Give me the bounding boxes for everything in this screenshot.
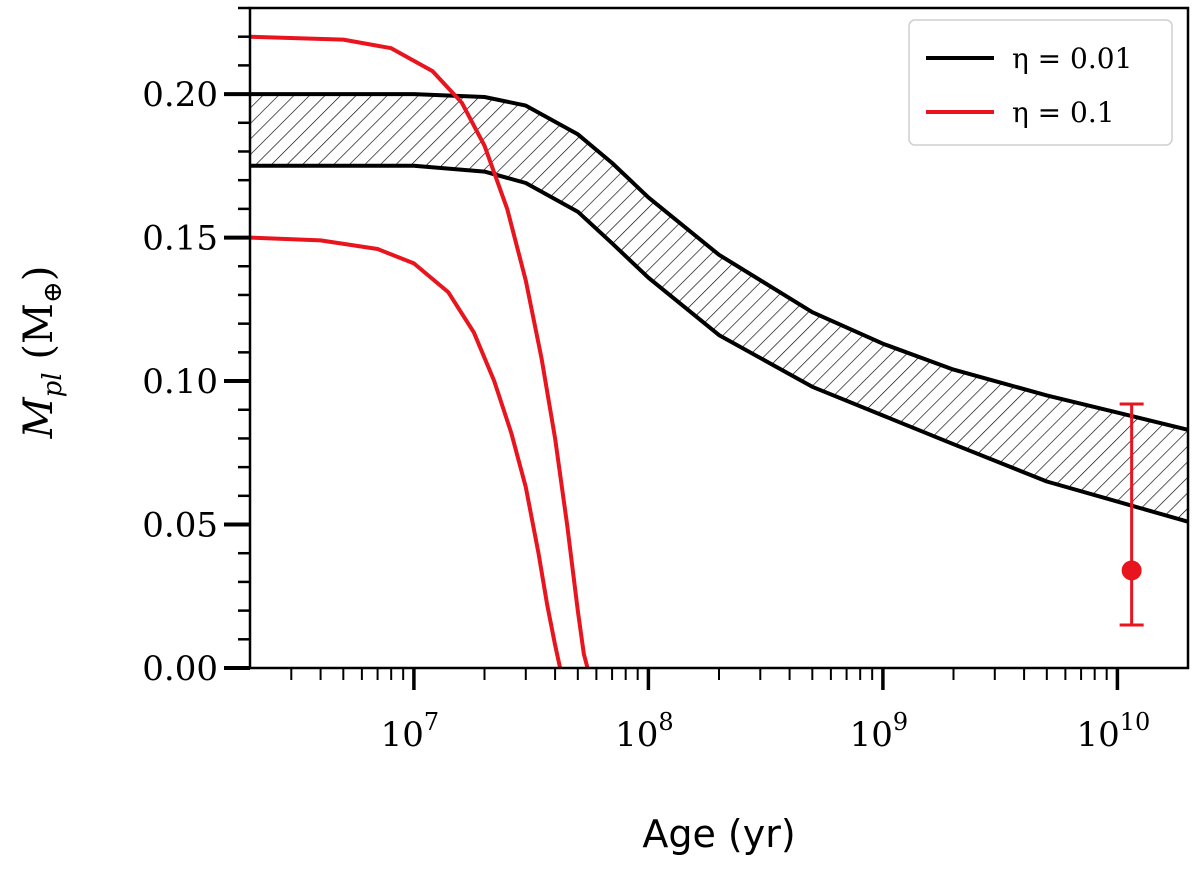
y-axis-title: Mpl (M⊕): [16, 266, 68, 440]
x-tick-label: 108: [615, 708, 674, 755]
y-tick-label: 0.10: [142, 362, 218, 402]
x-tick-label: 109: [850, 708, 909, 755]
axes: 0.00 0.05 0.10 0.15 0.20 107 108 109 1010: [142, 6, 1151, 755]
x-tick-label: 1010: [1077, 708, 1151, 755]
legend-label-eta-0.1: η = 0.1: [1012, 96, 1115, 129]
y-tick-label: 0.00: [142, 649, 218, 689]
plot-area: [250, 34, 1188, 668]
x-axis-title: Age (yr): [642, 812, 795, 856]
series-line-3: [250, 235, 563, 668]
legend: η = 0.01 η = 0.1: [908, 19, 1173, 146]
band-eta-0.01: [250, 94, 1188, 522]
legend-label-eta-0.01: η = 0.01: [1012, 42, 1132, 75]
y-tick-label: 0.20: [142, 75, 218, 115]
y-tick-label: 0.15: [142, 219, 218, 259]
series-line-0: [250, 92, 1188, 432]
series-line-2: [250, 34, 590, 668]
data-point: [1121, 560, 1142, 581]
y-tick-label: 0.05: [142, 506, 218, 546]
series-line-1: [250, 163, 1188, 524]
x-tick-label: 107: [381, 708, 440, 755]
